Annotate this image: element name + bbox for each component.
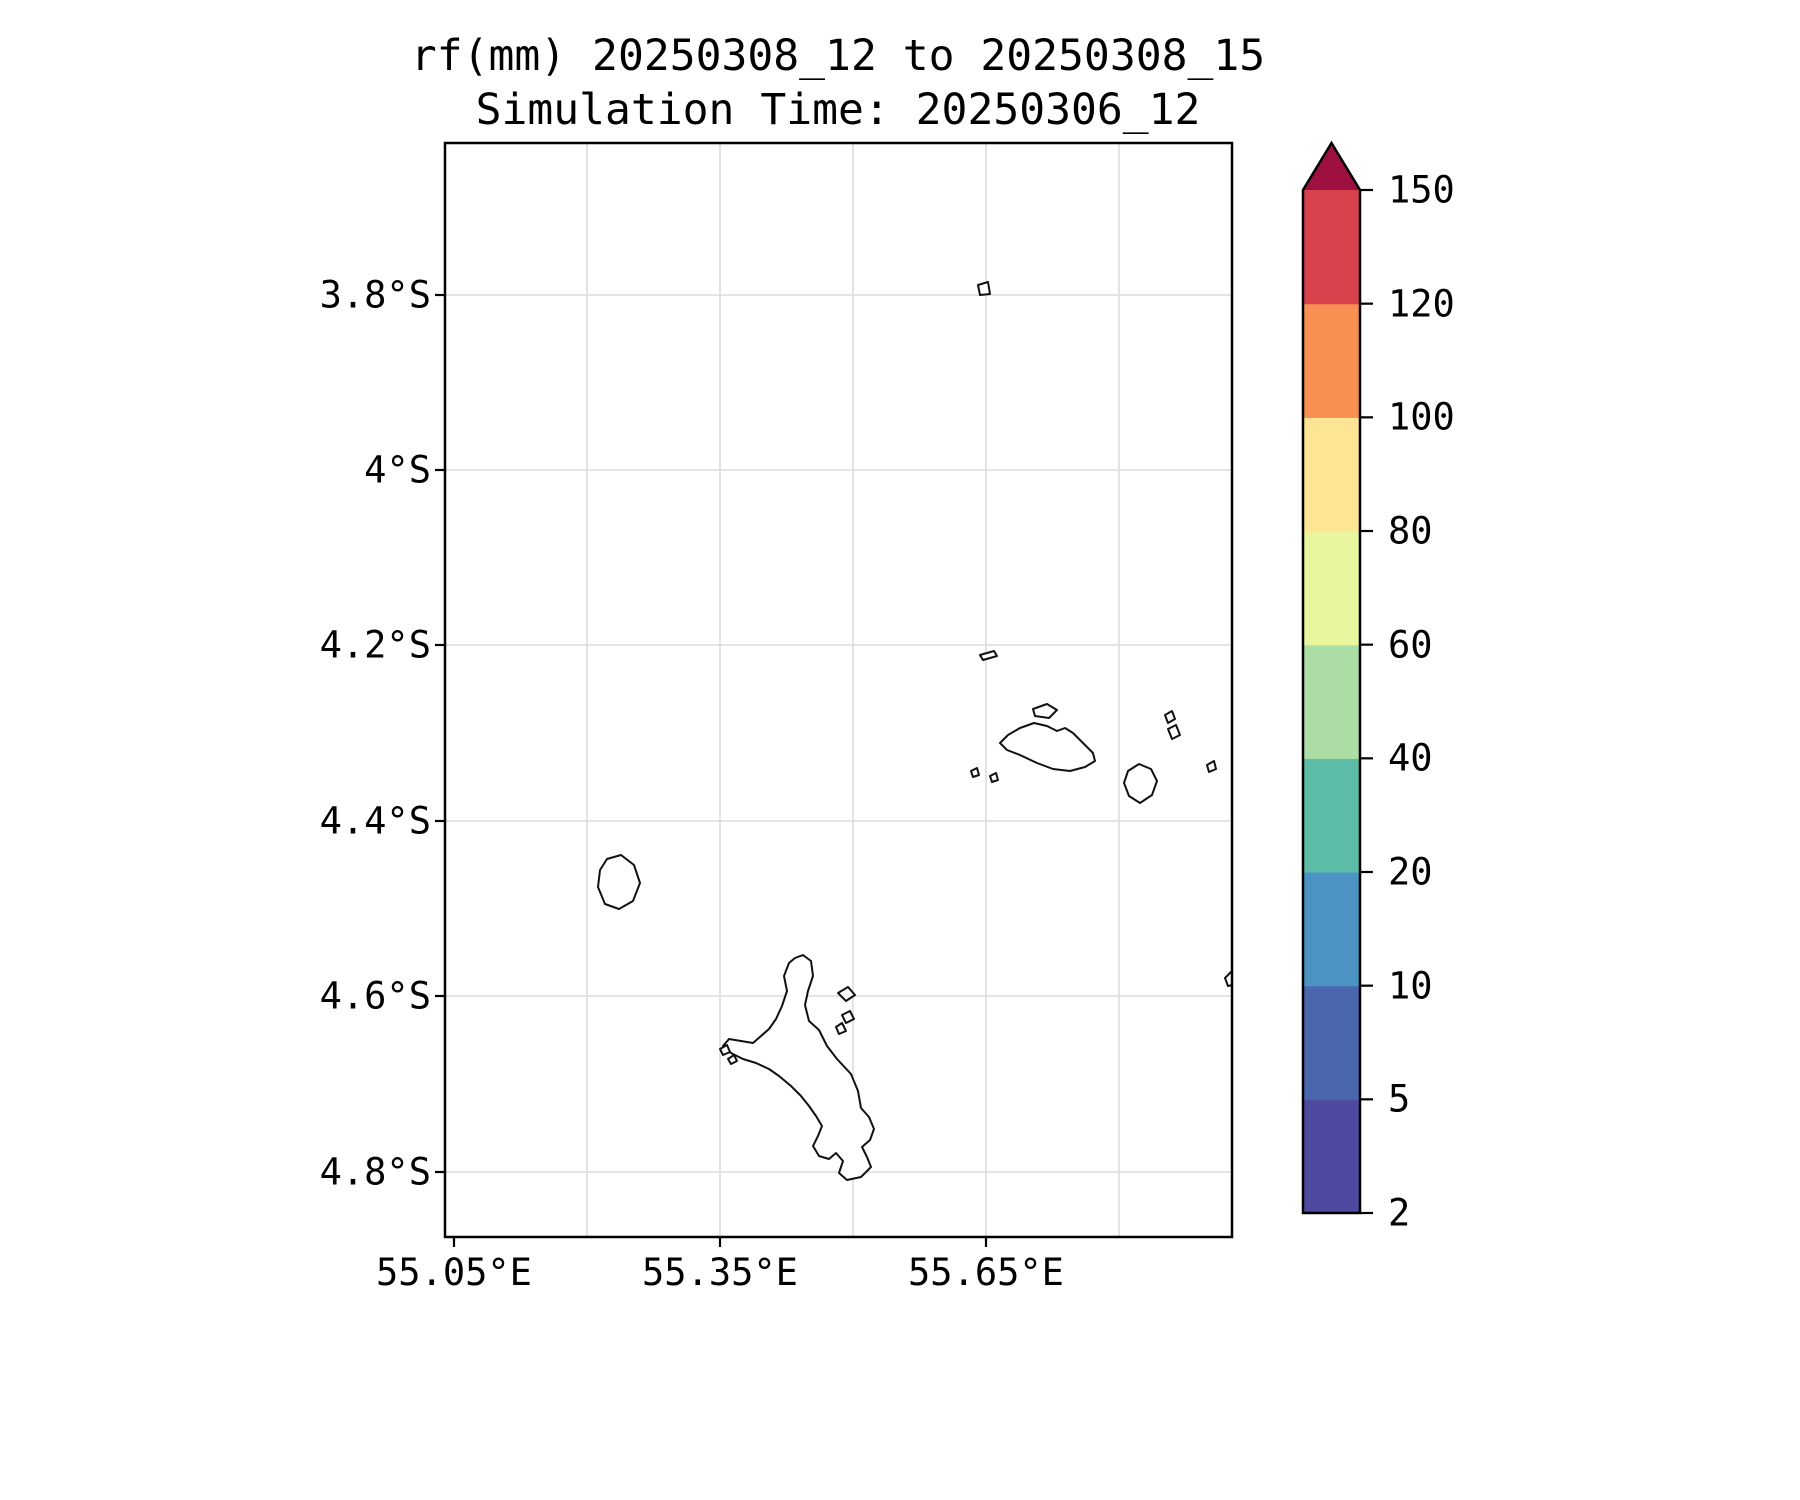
colorbar-segment xyxy=(1303,531,1360,646)
plot-title: rf(mm) 20250308_12 to 20250308_15 xyxy=(410,31,1266,81)
coastline-la-digue xyxy=(1123,763,1158,804)
coastline-islet-west-praslin-1 xyxy=(970,767,980,778)
coastline-denis xyxy=(977,281,991,296)
colorbar-tick-label: 5 xyxy=(1388,1077,1411,1121)
coastline-islet-west-mahe-2 xyxy=(727,1054,738,1065)
colorbar-segment xyxy=(1303,644,1360,759)
colorbar-segment xyxy=(1303,872,1360,987)
colorbar-segment xyxy=(1303,417,1360,532)
x-tick-label: 55.35°E xyxy=(642,1251,798,1294)
colorbar-over-arrow xyxy=(1303,143,1360,190)
coastline-cerf xyxy=(841,1010,855,1024)
colorbar-segment xyxy=(1303,190,1360,305)
plot-border xyxy=(443,141,1234,1239)
colorbar-segment xyxy=(1303,1099,1360,1214)
y-tick-label: 4.4°S xyxy=(319,799,431,843)
colorbar-tick-label: 60 xyxy=(1388,623,1433,667)
coastline-aride xyxy=(979,650,998,661)
x-tick-label: 55.05°E xyxy=(376,1251,532,1294)
colorbar-tick-label: 40 xyxy=(1388,736,1433,780)
y-tick-label: 4°S xyxy=(364,448,431,492)
coastline-islet-east-mahe xyxy=(835,1022,847,1035)
colorbar-tick-label: 100 xyxy=(1388,395,1455,439)
y-tick-label: 4.6°S xyxy=(319,974,431,1018)
coastline-marianne xyxy=(1206,760,1217,773)
coastline-islet-west-praslin-2 xyxy=(989,772,999,783)
colorbar-segment xyxy=(1303,985,1360,1100)
y-tick-label: 3.8°S xyxy=(319,273,431,317)
colorbar-outline xyxy=(1301,140,1362,1215)
coastline-curieuse xyxy=(1032,703,1058,719)
colorbar-tick-label: 80 xyxy=(1388,509,1433,553)
y-tick-label: 4.8°S xyxy=(319,1150,431,1194)
coastline-islet-west-mahe-1 xyxy=(719,1044,731,1056)
map-plot xyxy=(435,141,1234,1247)
colorbar-tick-label: 150 xyxy=(1388,168,1455,212)
colorbar-segment xyxy=(1303,758,1360,873)
colorbar-tick-label: 20 xyxy=(1388,850,1433,894)
colorbar-tick-label: 10 xyxy=(1388,964,1433,1008)
colorbar-tick-label: 120 xyxy=(1388,282,1455,326)
coastline-mahe xyxy=(722,954,875,1181)
x-tick-label: 55.65°E xyxy=(908,1251,1064,1294)
colorbar-segment xyxy=(1303,303,1360,418)
coastline-felicite xyxy=(1164,710,1176,724)
coastline-silhouette xyxy=(597,854,641,910)
coastline-praslin xyxy=(999,722,1096,772)
colorbar-tick-label: 2 xyxy=(1388,1191,1411,1235)
coastline-petite-soeur xyxy=(1167,724,1181,740)
coastline-ste-anne xyxy=(837,986,856,1002)
plot-subtitle: Simulation Time: 20250306_12 xyxy=(475,85,1201,135)
colorbar xyxy=(1301,140,1373,1215)
y-tick-label: 4.2°S xyxy=(319,623,431,667)
